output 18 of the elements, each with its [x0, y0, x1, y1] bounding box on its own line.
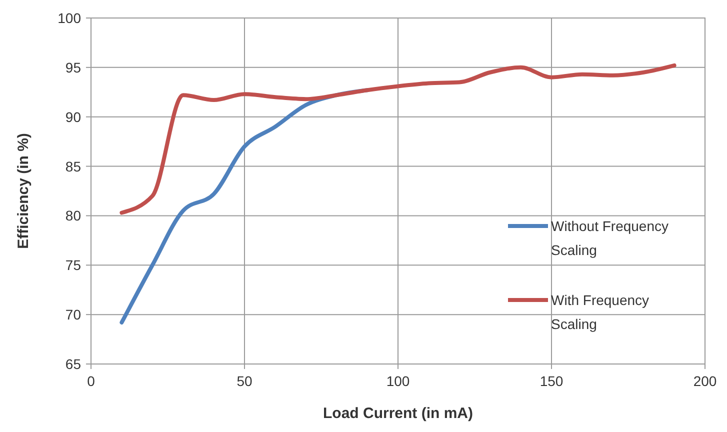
y-tick-label: 85 — [65, 158, 82, 174]
y-axis-title: Efficiency (in %) — [15, 133, 32, 249]
y-tick-label: 70 — [65, 306, 82, 323]
y-tick-label: 75 — [65, 257, 82, 274]
legend-label: With Frequency Scaling — [551, 292, 650, 332]
x-tick-label: 0 — [87, 373, 96, 389]
y-tick-label: 80 — [65, 208, 82, 224]
x-axis-title: Load Current (in mA) — [323, 405, 473, 422]
y-tick-label: 90 — [65, 108, 82, 125]
y-tick-label: 65 — [65, 356, 82, 372]
legend-label: Without Frequency Scaling — [551, 218, 668, 258]
y-tick-label: 100 — [58, 10, 82, 26]
x-tick-label: 200 — [693, 373, 717, 389]
line-series — [120, 63, 676, 215]
y-tick-label: 95 — [65, 59, 82, 76]
x-tick-label: 150 — [540, 373, 564, 389]
x-tick-label: 50 — [236, 373, 252, 389]
x-tick-label: 100 — [386, 373, 410, 389]
